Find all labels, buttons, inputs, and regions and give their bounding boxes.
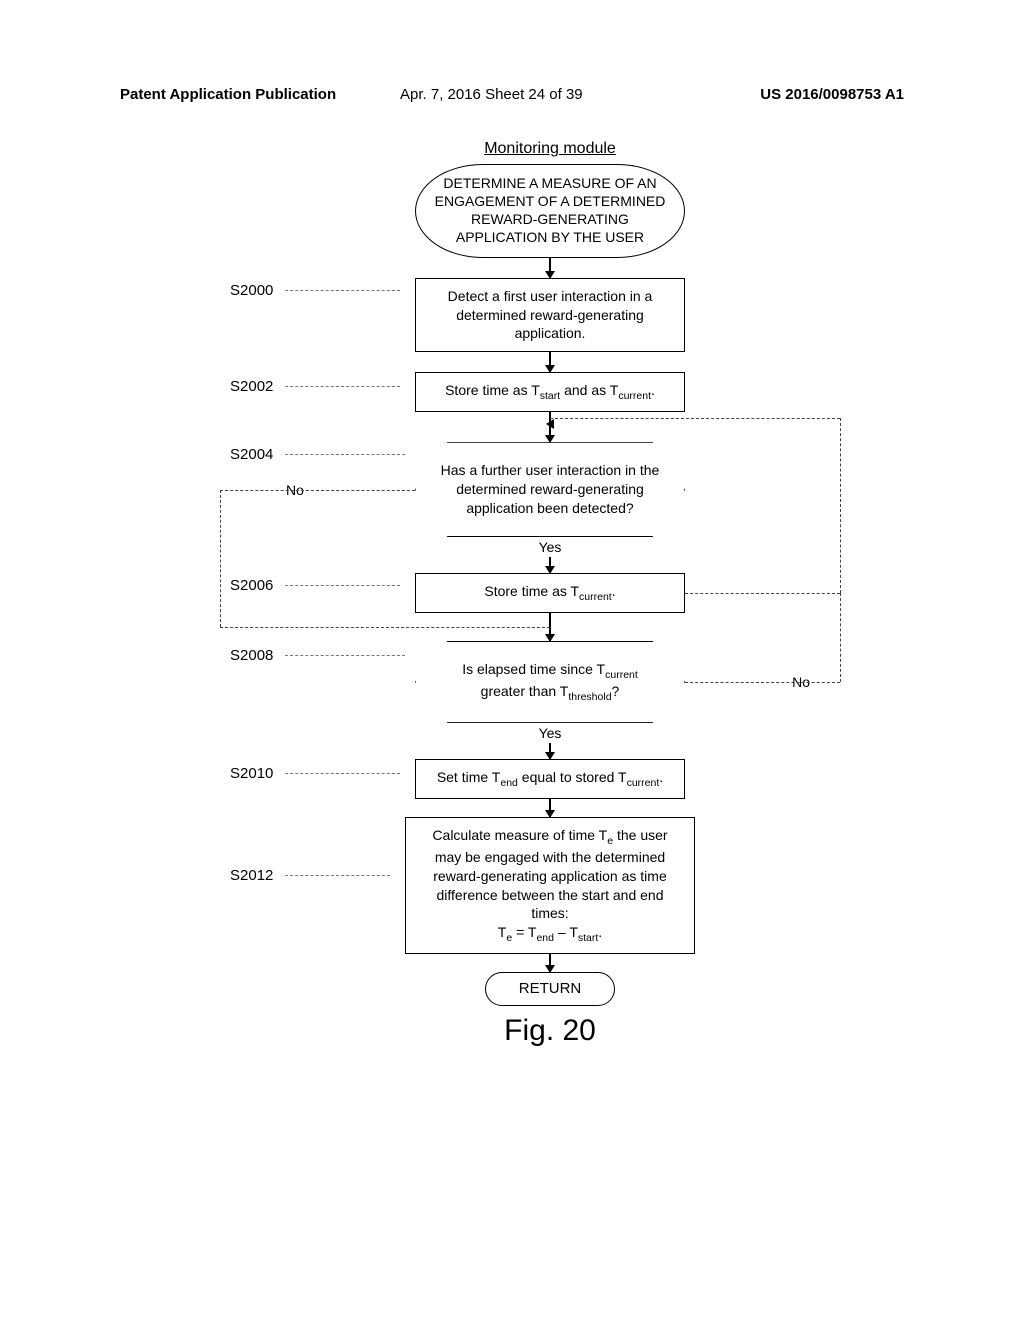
lead-s2008 — [285, 655, 405, 657]
diagram-title: Monitoring module — [200, 140, 900, 158]
rect-s2010: Set time Tend equal to stored Tcurrent. — [415, 759, 685, 799]
ref-s2006: S2006 — [230, 577, 273, 594]
edge-merge-s2004 — [549, 424, 551, 442]
node-return: RETURN — [200, 972, 900, 1005]
ref-s2002: S2002 — [230, 378, 273, 395]
lead-s2010 — [285, 773, 400, 775]
header-mid: Apr. 7, 2016 Sheet 24 of 39 — [400, 86, 583, 103]
header-right: US 2016/0098753 A1 — [760, 86, 904, 103]
ref-s2008: S2008 — [230, 647, 273, 664]
decision-s2004: Has a further user interaction in the de… — [415, 442, 685, 537]
page-header: Patent Application Publication Apr. 7, 2… — [120, 86, 904, 103]
edge-s2004-s2006 — [549, 557, 551, 573]
edge-s2008-s2010 — [549, 743, 551, 759]
label-yes-s2008: Yes — [200, 725, 900, 741]
ref-s2000: S2000 — [230, 282, 273, 299]
lead-s2000 — [285, 290, 400, 292]
ref-s2004: S2004 — [230, 446, 273, 463]
edge-s2012-return — [549, 954, 551, 972]
header-left: Patent Application Publication — [120, 86, 336, 103]
ref-s2012: S2012 — [230, 867, 273, 884]
terminator-return: RETURN — [485, 972, 615, 1005]
lead-s2002 — [285, 386, 400, 388]
node-s2002: S2002 Store time as Tstart and as Tcurre… — [200, 372, 900, 412]
decision-s2008: Is elapsed time since Tcurrent greater t… — [415, 641, 685, 723]
node-s2012: S2012 Calculate measure of time Te the u… — [200, 817, 900, 955]
lead-s2004 — [285, 454, 405, 456]
rect-s2000: Detect a first user interaction in a det… — [415, 278, 685, 353]
terminator-start: DETERMINE A MEASURE OF AN ENGAGEMENT OF … — [415, 164, 685, 258]
ref-s2010: S2010 — [230, 765, 273, 782]
edge-s2000-s2002 — [549, 352, 551, 372]
figure-label: Fig. 20 — [200, 1014, 900, 1048]
rect-s2006: Store time as Tcurrent. — [415, 573, 685, 613]
rect-s2002: Store time as Tstart and as Tcurrent. — [415, 372, 685, 412]
label-yes-s2004: Yes — [200, 539, 900, 555]
edge-s2010-s2012 — [549, 799, 551, 817]
lead-s2006 — [285, 585, 400, 587]
edge-start-s2000 — [549, 258, 551, 278]
rect-s2012: Calculate measure of time Te the user ma… — [405, 817, 695, 955]
node-s2010: S2010 Set time Tend equal to stored Tcur… — [200, 759, 900, 799]
lead-s2012 — [285, 875, 390, 877]
node-start: DETERMINE A MEASURE OF AN ENGAGEMENT OF … — [200, 164, 900, 258]
flowchart: Monitoring module DETERMINE A MEASURE OF… — [200, 140, 900, 1048]
node-s2000: S2000 Detect a first user interaction in… — [200, 278, 900, 353]
